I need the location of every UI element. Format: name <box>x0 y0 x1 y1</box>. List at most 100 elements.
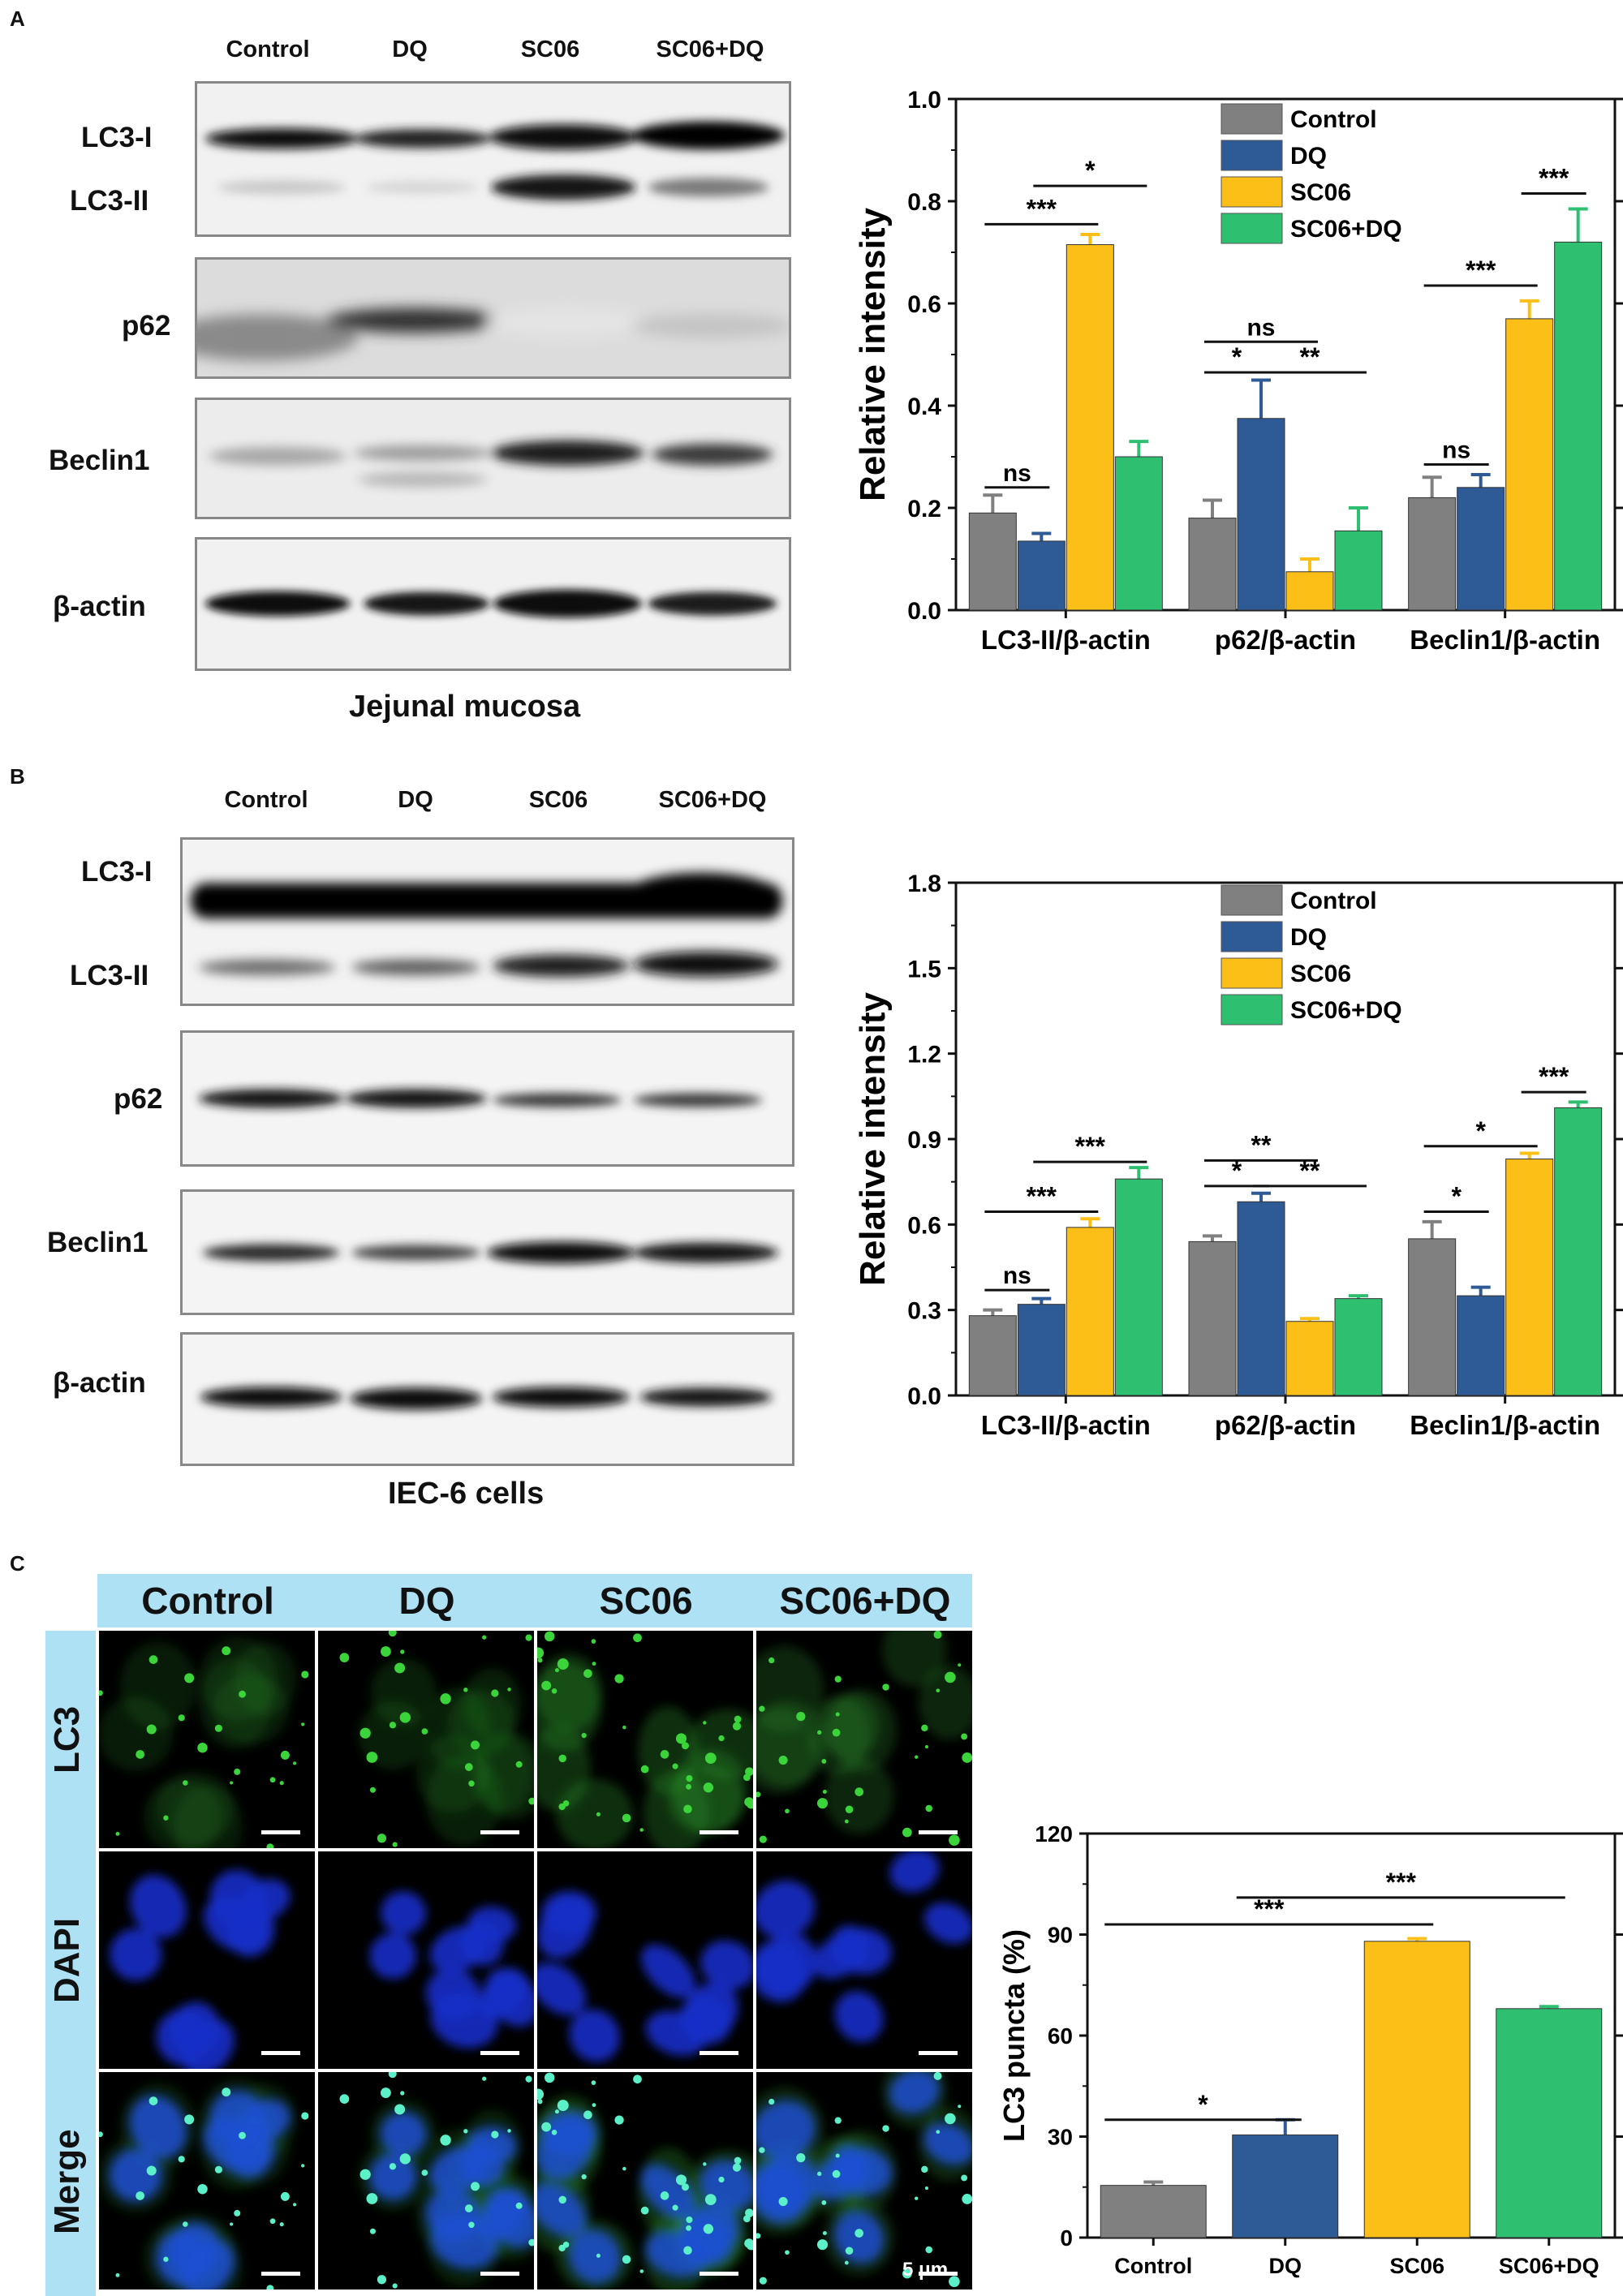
mic-col-dq: DQ <box>398 1580 455 1622</box>
scale-bar <box>261 2051 300 2055</box>
legend-label-sc06: SC06 <box>1290 961 1351 987</box>
significance-label: ns <box>1246 314 1275 341</box>
legend-label-control: Control <box>1290 888 1377 914</box>
bar-sc06-dq-1 <box>1334 1298 1383 1396</box>
significance-label: *** <box>1539 164 1569 193</box>
lane-label-sc06-dq-b: SC06+DQ <box>658 787 767 813</box>
x-tick-label-lc3-ii-actin: LC3-II/β-actin <box>981 1410 1151 1440</box>
row-label-beta-actin: β-actin <box>53 591 146 622</box>
x-tick-label-dq: DQ <box>1269 2254 1302 2278</box>
bar-control <box>1100 2185 1207 2238</box>
legend-label-sc06-dq: SC06+DQ <box>1290 997 1402 1024</box>
y-tick-label: 60 <box>1048 2023 1073 2049</box>
bar-sc06-dq-2 <box>1554 241 1603 611</box>
bar-sc06-2 <box>1505 1159 1554 1396</box>
significance-label: * <box>1232 342 1242 372</box>
mic-row-lc3: LC3 <box>47 1705 87 1774</box>
significance-label: *** <box>1254 1894 1285 1924</box>
y-tick-label: 0.2 <box>907 496 941 522</box>
bar-sc06-1 <box>1285 1321 1334 1396</box>
y-axis-label: Relative intensity <box>853 992 893 1286</box>
blot-beta-actin <box>195 537 791 671</box>
y-axis-label: Relative intensity <box>853 208 893 501</box>
scale-bar <box>480 2272 519 2276</box>
blot-lc3-b <box>180 837 794 1006</box>
significance-label: *** <box>1075 1132 1106 1161</box>
scale-bar <box>919 1830 958 1834</box>
row-label-beclin1: Beclin1 <box>49 445 150 476</box>
x-tick-label-p62-actin: p62/β-actin <box>1215 625 1356 655</box>
legend-label-dq: DQ <box>1290 924 1327 951</box>
x-tick-label-sc06-dq: SC06+DQ <box>1499 2254 1599 2278</box>
legend-swatch-sc06 <box>1220 176 1283 208</box>
legend-label-dq: DQ <box>1290 143 1327 170</box>
lane-label-dq-b: DQ <box>398 787 433 813</box>
row-label-lc3-i-b: LC3-I <box>81 856 153 888</box>
y-tick-label: 0.0 <box>907 1383 941 1410</box>
micrograph-dapi-sc06 <box>537 1851 753 2069</box>
significance-label: *** <box>1466 256 1496 285</box>
x-tick-label-lc3-ii-actin: LC3-II/β-actin <box>981 625 1151 655</box>
legend-swatch-control <box>1220 103 1283 135</box>
scale-bar <box>700 1830 738 1834</box>
legend-swatch-sc06-dq <box>1220 213 1283 244</box>
row-label-p62-b: p62 <box>114 1083 163 1115</box>
bar-sc06-dq-0 <box>1114 456 1163 611</box>
y-axis-label: LC3 puncta (%) <box>997 1929 1031 2142</box>
y-tick-label: 120 <box>1035 1821 1073 1847</box>
y-tick-label: 0.4 <box>907 393 941 420</box>
blot-beclin1 <box>195 398 791 519</box>
y-tick-label: 1.2 <box>907 1042 941 1068</box>
y-tick-label: 0.0 <box>907 598 941 625</box>
bar-dq-1 <box>1237 418 1285 611</box>
blot-p62 <box>195 257 791 379</box>
significance-label: * <box>1451 1182 1462 1211</box>
scale-bar <box>919 2051 958 2055</box>
mic-col-sc06-dq: SC06+DQ <box>779 1580 951 1622</box>
bar-sc06-1 <box>1285 571 1334 611</box>
bar-dq-0 <box>1017 1304 1065 1396</box>
significance-label: *** <box>1027 1182 1057 1211</box>
mic-col-control: Control <box>141 1580 274 1622</box>
microscopy-row-band <box>45 1631 96 2296</box>
blot-beta-actin-b <box>180 1332 794 1466</box>
blot-beclin1-b <box>180 1189 794 1315</box>
legend-swatch-dq <box>1220 921 1283 952</box>
bar-dq-0 <box>1017 540 1065 611</box>
legend-label-sc06-dq: SC06+DQ <box>1290 216 1402 243</box>
caption-iec6-cells: IEC-6 cells <box>388 1477 545 1511</box>
lane-label-sc06-dq: SC06+DQ <box>656 37 764 62</box>
scale-bar-label: 5 μm <box>902 2259 949 2281</box>
x-tick-label-beclin1-actin: Beclin1/β-actin <box>1410 1410 1600 1440</box>
significance-label: *** <box>1386 1868 1417 1897</box>
bar-sc06-0 <box>1065 244 1114 611</box>
bar-sc06-dq-1 <box>1334 530 1383 611</box>
micrograph-dapi-sc06-dq <box>756 1851 972 2069</box>
significance-label: * <box>1232 1156 1242 1185</box>
micrograph-lc3-sc06 <box>537 1631 753 1848</box>
mic-row-merge: Merge <box>47 2129 87 2234</box>
x-tick-label-beclin1-actin: Beclin1/β-actin <box>1410 625 1600 655</box>
y-tick-label: 0.6 <box>907 291 941 318</box>
y-tick-label: 0.9 <box>907 1127 941 1154</box>
significance-label: ** <box>1300 1156 1320 1185</box>
micrograph-merge-dq <box>318 2072 534 2290</box>
bar-control-0 <box>968 512 1017 611</box>
legend-swatch-sc06-dq <box>1220 994 1283 1025</box>
bar-sc06-dq <box>1496 2008 1603 2238</box>
significance-label: ns <box>1003 460 1031 487</box>
significance-label: *** <box>1027 194 1057 223</box>
y-tick-label: 0.3 <box>907 1298 941 1325</box>
mic-col-sc06: SC06 <box>599 1580 693 1622</box>
chart-a: 0.0 0.2 0.4 0.6 0.8 1.0 Relative intensity LC3-… <box>853 87 1623 655</box>
micrograph-dapi-dq <box>318 1851 534 2069</box>
bar-sc06-0 <box>1065 1227 1114 1396</box>
legend-label-sc06: SC06 <box>1290 179 1351 206</box>
lane-label-sc06-b: SC06 <box>528 787 588 813</box>
significance-label: *** <box>1539 1062 1569 1091</box>
lane-label-sc06: SC06 <box>520 37 580 62</box>
significance-label: * <box>1085 156 1096 185</box>
y-tick-label: 1.8 <box>907 871 941 897</box>
micrograph-lc3-control <box>99 1631 315 1848</box>
lane-label-control-b: Control <box>224 787 308 813</box>
